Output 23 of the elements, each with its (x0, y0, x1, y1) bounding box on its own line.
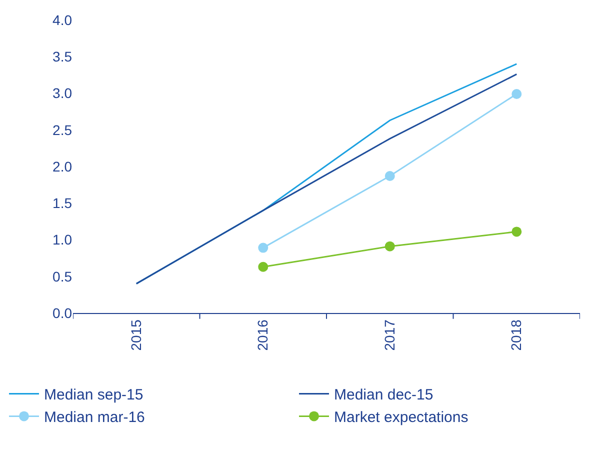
point (384, 171, 395, 182)
point (512, 88, 522, 99)
y-tick-label: 0.0 (52, 304, 72, 321)
y-tick-label: 3.5 (52, 48, 72, 65)
y-tick-label: 0.5 (52, 268, 72, 284)
point (384, 241, 395, 252)
x-tick-label: 2015 (128, 319, 144, 351)
y-tick-label: 2.5 (52, 122, 72, 138)
x-tick-label: 2017 (381, 319, 398, 351)
x-tick-label: 2016 (254, 319, 271, 351)
legend-label: Median mar-16 (44, 409, 145, 426)
point (258, 262, 268, 272)
point (258, 242, 268, 253)
legend-label: Median sep-15 (44, 386, 144, 404)
y-tick-label: 3.0 (52, 85, 72, 102)
point (512, 226, 522, 237)
y-tick-label: 1.5 (52, 195, 72, 212)
y-tick-label: 2.0 (52, 158, 72, 174)
legend-label: Market expectations (334, 409, 468, 426)
y-tick-label: 4.0 (52, 12, 72, 28)
legend-label: Median dec-15 (334, 386, 434, 404)
x-tick-label: 2018 (508, 319, 524, 351)
y-tick-label: 1.0 (52, 232, 72, 248)
